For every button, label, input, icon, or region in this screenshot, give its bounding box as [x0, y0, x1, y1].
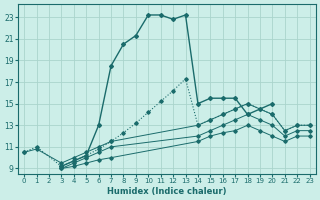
- X-axis label: Humidex (Indice chaleur): Humidex (Indice chaleur): [107, 187, 227, 196]
